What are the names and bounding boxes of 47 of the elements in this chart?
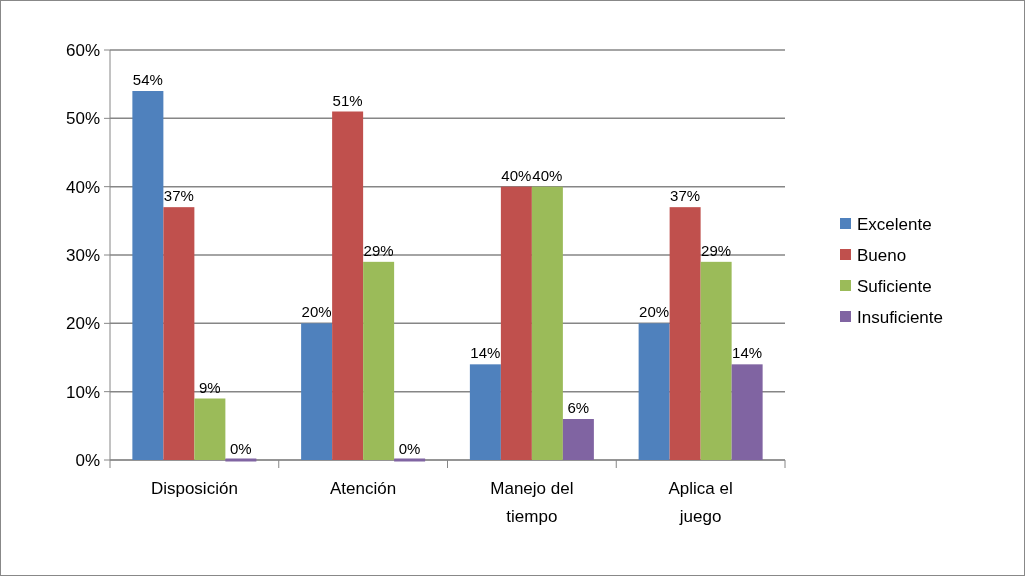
bar — [531, 186, 563, 460]
bar — [562, 419, 594, 460]
bar — [500, 186, 532, 460]
data-label: 20% — [639, 303, 670, 321]
y-tick-label: 10% — [65, 382, 100, 402]
bar — [669, 207, 701, 460]
bar — [332, 111, 364, 460]
legend-label: Excelente — [857, 214, 932, 234]
bar — [638, 323, 670, 460]
data-label: 14% — [732, 344, 763, 362]
bar — [700, 261, 732, 460]
bar — [194, 398, 226, 460]
bar — [301, 323, 333, 460]
legend-label: Insuficiente — [857, 307, 943, 327]
legend-label: Bueno — [857, 245, 907, 265]
bar — [731, 364, 763, 460]
y-tick-label: 20% — [65, 314, 100, 334]
bar — [132, 91, 164, 460]
y-tick-label: 30% — [65, 245, 100, 265]
data-label: 37% — [163, 187, 194, 205]
data-label: 14% — [470, 344, 501, 362]
bar — [225, 458, 257, 462]
y-tick-label: 0% — [75, 450, 100, 470]
data-label: 29% — [701, 241, 732, 259]
data-label: 0% — [398, 440, 421, 457]
x-tick-label: Aplica el juego — [668, 479, 733, 526]
data-label: 37% — [670, 187, 701, 205]
bar — [163, 207, 195, 460]
y-tick-label: 60% — [65, 40, 100, 60]
data-label: 6% — [567, 399, 590, 416]
bar — [363, 261, 395, 460]
x-tick-label: Disposición — [150, 479, 238, 498]
y-tick-label: 50% — [65, 109, 100, 129]
data-label: 20% — [301, 303, 332, 321]
x-tick-label: Manejo del tiempo — [490, 479, 574, 526]
data-label: 40% — [501, 166, 532, 184]
data-label: 9% — [199, 378, 221, 396]
x-tick-label: Atención — [330, 479, 397, 498]
data-label: 29% — [363, 241, 394, 259]
y-tick-label: 40% — [65, 177, 100, 197]
data-label: 0% — [230, 440, 252, 457]
bar — [469, 364, 501, 460]
data-label: 51% — [332, 91, 363, 109]
data-label: 40% — [532, 166, 563, 184]
legend-label: Suficiente — [857, 276, 932, 296]
data-label: 54% — [132, 71, 163, 88]
bar — [394, 458, 426, 462]
